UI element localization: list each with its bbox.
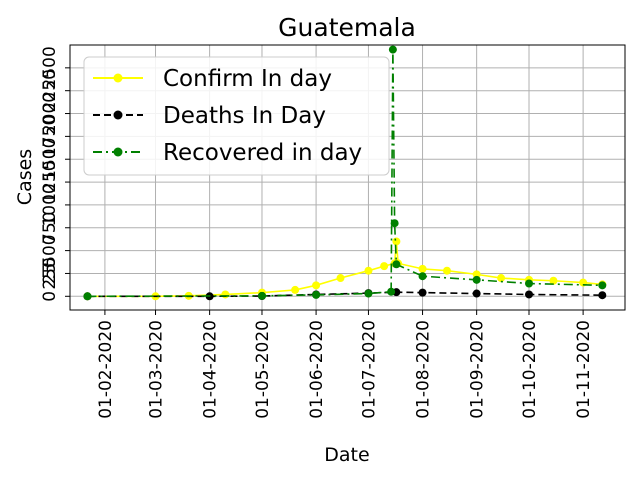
- legend-marker: [113, 110, 123, 120]
- y-tick-label: 1750: [40, 115, 60, 158]
- y-axis-label: Cases: [14, 149, 36, 205]
- data-point: [380, 262, 389, 271]
- data-point: [83, 292, 92, 301]
- legend-marker: [113, 147, 123, 157]
- legend-box: [83, 56, 390, 176]
- y-tick-label: 750: [40, 212, 60, 244]
- legend-label: Deaths In Day: [163, 103, 326, 129]
- legend-marker: [113, 73, 123, 83]
- x-tick-label: 01-06-2020: [307, 320, 327, 419]
- data-point: [418, 272, 427, 281]
- y-tick-label: 2500: [40, 46, 60, 89]
- data-point: [392, 260, 401, 269]
- data-point: [525, 279, 534, 288]
- chart-title: Guatemala: [278, 13, 416, 42]
- data-point: [472, 275, 481, 284]
- legend-label: Recovered in day: [163, 140, 362, 166]
- data-point: [549, 276, 558, 285]
- x-tick-label: 01-11-2020: [574, 320, 594, 419]
- data-point: [364, 289, 373, 298]
- data-point: [472, 270, 481, 279]
- x-tick-label: 01-10-2020: [520, 320, 540, 419]
- legend: Confirm In day Deaths In Day Recovered in …: [83, 56, 390, 176]
- x-tick-label: 01-05-2020: [253, 320, 273, 419]
- series-line: [87, 241, 603, 298]
- y-tick-label: 2000: [40, 92, 60, 135]
- x-tick-label: 01-02-2020: [96, 320, 116, 419]
- data-point: [418, 264, 427, 273]
- x-tick-label: 01-08-2020: [414, 320, 434, 419]
- data-point: [392, 237, 401, 246]
- data-point: [497, 274, 506, 283]
- data-point: [312, 281, 321, 290]
- y-tick-label: 2250: [40, 69, 60, 112]
- data-point: [598, 291, 607, 300]
- series-line: [87, 49, 603, 298]
- y-tick-label: 1500: [40, 138, 60, 181]
- data-point: [221, 290, 230, 299]
- data-point: [418, 288, 427, 297]
- y-tick-label: 250: [40, 257, 60, 289]
- data-point: [525, 290, 534, 299]
- data-point: [257, 291, 266, 300]
- x-tick-label: 01-09-2020: [468, 320, 488, 419]
- data-point: [442, 266, 451, 275]
- series-line: [87, 291, 603, 298]
- plot-series: [83, 45, 607, 301]
- data-point: [388, 45, 397, 54]
- data-point: [291, 285, 300, 294]
- plot-area-frame: [69, 44, 626, 311]
- y-tick-label: 1000: [40, 183, 60, 226]
- data-point: [472, 289, 481, 298]
- data-point: [364, 266, 373, 275]
- x-tick-label: 01-03-2020: [147, 320, 167, 419]
- data-point: [387, 287, 396, 296]
- y-tick-label: 25: [40, 263, 60, 285]
- legend-label: Confirm In day: [163, 66, 332, 92]
- x-tick-label: 01-04-2020: [201, 320, 221, 419]
- y-tick-label: 1250: [40, 160, 60, 203]
- y-tick-label: 500: [40, 234, 60, 266]
- x-axis-label: Date: [324, 444, 369, 466]
- x-tick-label: 01-07-2020: [359, 320, 379, 419]
- data-point: [312, 290, 321, 299]
- data-point: [598, 281, 607, 290]
- data-point: [336, 274, 345, 283]
- x-axis-ticks: 01-02-2020 01-03-2020 01-04-2020 01-05-2020…: [96, 310, 594, 419]
- data-point: [390, 219, 399, 228]
- y-tick-label: 0: [40, 291, 60, 302]
